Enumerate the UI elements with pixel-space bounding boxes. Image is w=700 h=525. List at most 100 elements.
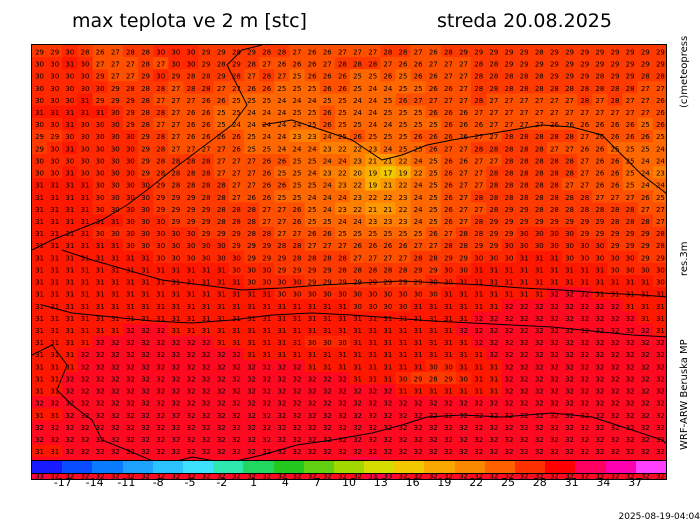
grid-value: 31: [232, 303, 241, 311]
grid-value: 32: [308, 448, 317, 456]
grid-cell: [592, 105, 609, 119]
grid-value: 24: [323, 157, 332, 165]
grid-value: 27: [444, 73, 453, 81]
grid-value: 31: [323, 315, 332, 323]
grid-value: 31: [187, 266, 196, 274]
grid-value: 27: [399, 254, 408, 262]
grid-value: 19: [368, 182, 377, 190]
grid-cell: [62, 57, 79, 70]
grid-value: 32: [535, 424, 544, 432]
grid-value: 32: [323, 412, 332, 420]
grid-value: 26: [323, 121, 332, 129]
grid-cell: [183, 69, 200, 82]
grid-value: 25: [247, 145, 256, 153]
grid-value: 31: [535, 254, 544, 262]
grid-value: 32: [565, 412, 574, 420]
grid-cell: [228, 81, 245, 95]
grid-cell: [637, 141, 654, 155]
grid-value: 32: [338, 412, 347, 420]
grid-cell: [607, 129, 624, 143]
grid-value: 30: [338, 339, 347, 347]
grid-cell: [350, 154, 366, 167]
grid-value: 29: [520, 48, 529, 56]
grid-cell: [652, 45, 666, 58]
grid-cell: [183, 57, 200, 70]
grid-cell: [607, 117, 624, 131]
grid-value: 29: [156, 194, 165, 202]
grid-value: 31: [50, 303, 59, 311]
grid-value: 32: [641, 388, 650, 396]
grid-value: 30: [368, 291, 377, 299]
grid-value: 32: [81, 351, 90, 359]
grid-cell: [92, 141, 109, 155]
grid-cell: [107, 93, 124, 107]
grid-cell: [531, 154, 548, 167]
grid-value: 31: [35, 339, 44, 347]
grid-value: 25: [293, 85, 302, 93]
grid-value: 32: [505, 424, 514, 432]
grid-value: 24: [414, 194, 423, 202]
grid-value: 31: [429, 388, 438, 396]
grid-cell: [395, 166, 412, 179]
grid-value: 27: [505, 109, 514, 117]
grid-value: 32: [535, 448, 544, 456]
grid-cell: [122, 69, 139, 82]
grid-cell: [334, 105, 351, 119]
grid-value: 28: [156, 133, 165, 141]
grid-cell: [652, 81, 666, 95]
grid-value: 32: [232, 424, 241, 432]
grid-value: 32: [277, 448, 286, 456]
grid-value: 28: [535, 194, 544, 202]
grid-value: 27: [611, 109, 620, 117]
grid-value: 30: [65, 85, 74, 93]
grid-value: 26: [429, 109, 438, 117]
grid-value: 30: [141, 194, 150, 202]
grid-value: 27: [277, 218, 286, 226]
grid-value: 30: [111, 170, 120, 178]
grid-value: 28: [550, 194, 559, 202]
grid-value: 29: [399, 279, 408, 287]
grid-value: 32: [262, 375, 271, 383]
grid-value: 29: [505, 230, 514, 238]
grid-value: 32: [580, 448, 589, 456]
grid-cell: [259, 105, 275, 119]
grid-value: 32: [368, 412, 377, 420]
grid-value: 32: [611, 436, 620, 444]
grid-value: 24: [308, 145, 317, 153]
grid-value: 31: [217, 303, 226, 311]
grid-value: 26: [444, 109, 453, 117]
grid-value: 29: [293, 266, 302, 274]
grid-value: 32: [111, 424, 120, 432]
grid-value: 28: [338, 266, 347, 274]
grid-value: 32: [96, 375, 105, 383]
grid-value: 31: [35, 412, 44, 420]
grid-value: 32: [595, 424, 604, 432]
grid-value: 29: [202, 48, 211, 56]
grid-value: 26: [444, 157, 453, 165]
grid-value: 26: [217, 97, 226, 105]
grid-value: 32: [459, 400, 468, 408]
grid-value: 25: [293, 73, 302, 81]
grid-value: 25: [338, 133, 347, 141]
grid-value: 31: [126, 315, 135, 323]
grid-value: 31: [262, 315, 271, 323]
grid-cell: [652, 105, 666, 119]
grid-value: 26: [308, 73, 317, 81]
grid-value: 32: [156, 436, 165, 444]
grid-cell: [77, 129, 94, 143]
grid-cell: [244, 69, 260, 82]
grid-value: 32: [232, 388, 241, 396]
grid-value: 27: [293, 230, 302, 238]
grid-value: 28: [353, 266, 362, 274]
grid-value: 29: [50, 133, 59, 141]
grid-value: 32: [187, 412, 196, 420]
grid-value: 21: [368, 206, 377, 214]
grid-cell: [365, 69, 381, 82]
grid-cell: [198, 57, 215, 70]
grid-value: 31: [489, 279, 498, 287]
grid-value: 29: [187, 194, 196, 202]
grid-value: 31: [96, 303, 105, 311]
grid-value: 32: [520, 436, 529, 444]
grid-value: 32: [459, 448, 468, 456]
grid-value: 25: [611, 145, 620, 153]
